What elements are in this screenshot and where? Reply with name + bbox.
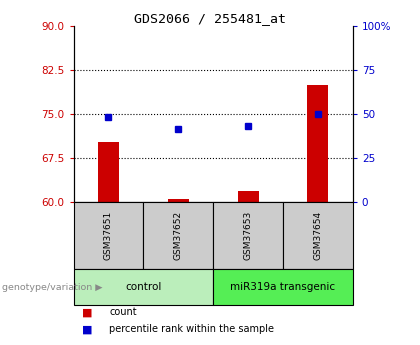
- Bar: [98, 142, 119, 202]
- Text: percentile rank within the sample: percentile rank within the sample: [109, 325, 274, 334]
- Text: GSM37652: GSM37652: [174, 211, 183, 260]
- Bar: [307, 85, 328, 202]
- Text: GSM37651: GSM37651: [104, 211, 113, 260]
- Text: count: count: [109, 307, 137, 317]
- Bar: [168, 199, 189, 202]
- Text: GDS2066 / 255481_at: GDS2066 / 255481_at: [134, 12, 286, 25]
- Text: control: control: [125, 282, 162, 292]
- Bar: [238, 191, 259, 202]
- Text: miR319a transgenic: miR319a transgenic: [231, 282, 336, 292]
- Text: GSM37654: GSM37654: [313, 211, 323, 260]
- Text: ■: ■: [82, 325, 92, 334]
- Text: genotype/variation ▶: genotype/variation ▶: [2, 283, 102, 292]
- Text: GSM37653: GSM37653: [244, 211, 252, 260]
- Text: ■: ■: [82, 307, 92, 317]
